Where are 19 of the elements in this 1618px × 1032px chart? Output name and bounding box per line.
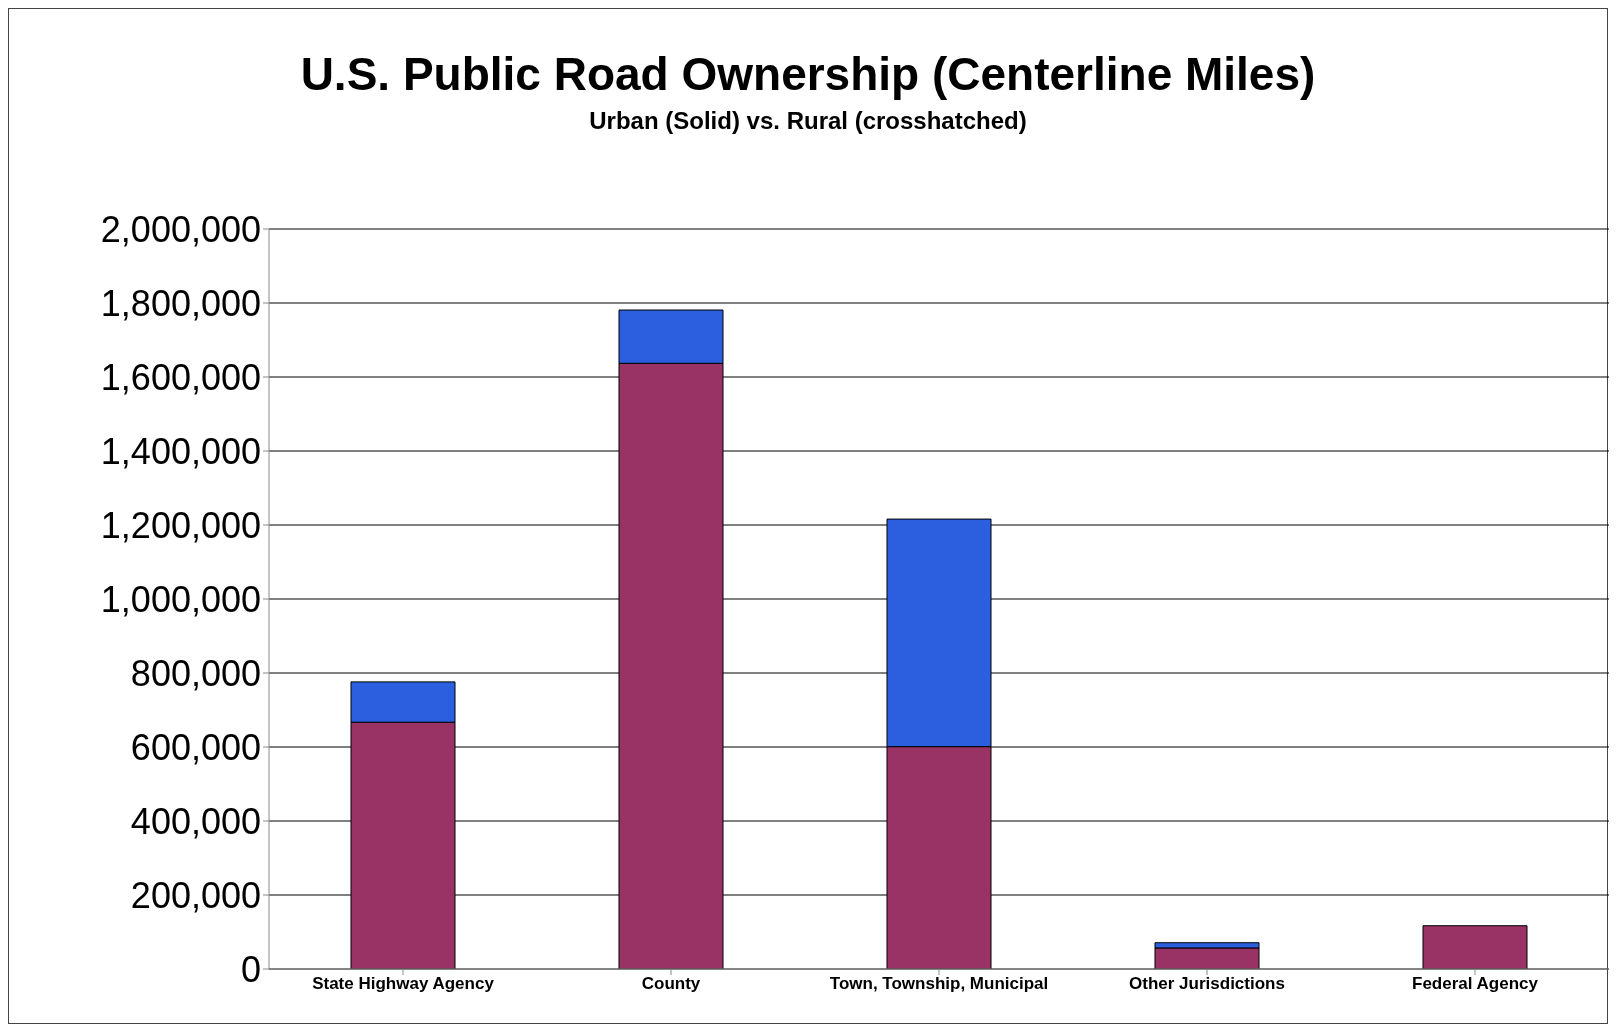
- y-tick-label: 0: [240, 948, 261, 990]
- x-tick-label: County: [641, 974, 701, 994]
- bar: [1422, 925, 1528, 969]
- chart-title: U.S. Public Road Ownership (Centerline Miles): [299, 47, 1317, 101]
- y-tick-label: 1,400,000: [100, 430, 261, 472]
- y-tick-label: 800,000: [130, 652, 261, 694]
- x-tick-label: Federal Agency: [1412, 974, 1539, 994]
- y-tick-label: 1,000,000: [100, 578, 261, 620]
- x-tick-label: State Highway Agency: [312, 974, 495, 994]
- y-tick-label: 400,000: [130, 800, 261, 842]
- y-tick-label: 1,800,000: [100, 282, 261, 324]
- y-tick-label: 600,000: [130, 726, 261, 768]
- chart-subtitle: Urban (Solid) vs. Rural (crosshatched): [588, 107, 1028, 135]
- y-tick-label: 1,200,000: [100, 504, 261, 546]
- x-tick-label: Town, Township, Municipal: [829, 974, 1049, 994]
- y-tick-label: 1,600,000: [100, 356, 261, 398]
- y-tick-label: 2,000,000: [100, 208, 261, 250]
- y-tick-label: 200,000: [130, 874, 261, 916]
- x-tick-label: Other Jurisdictions: [1129, 974, 1285, 994]
